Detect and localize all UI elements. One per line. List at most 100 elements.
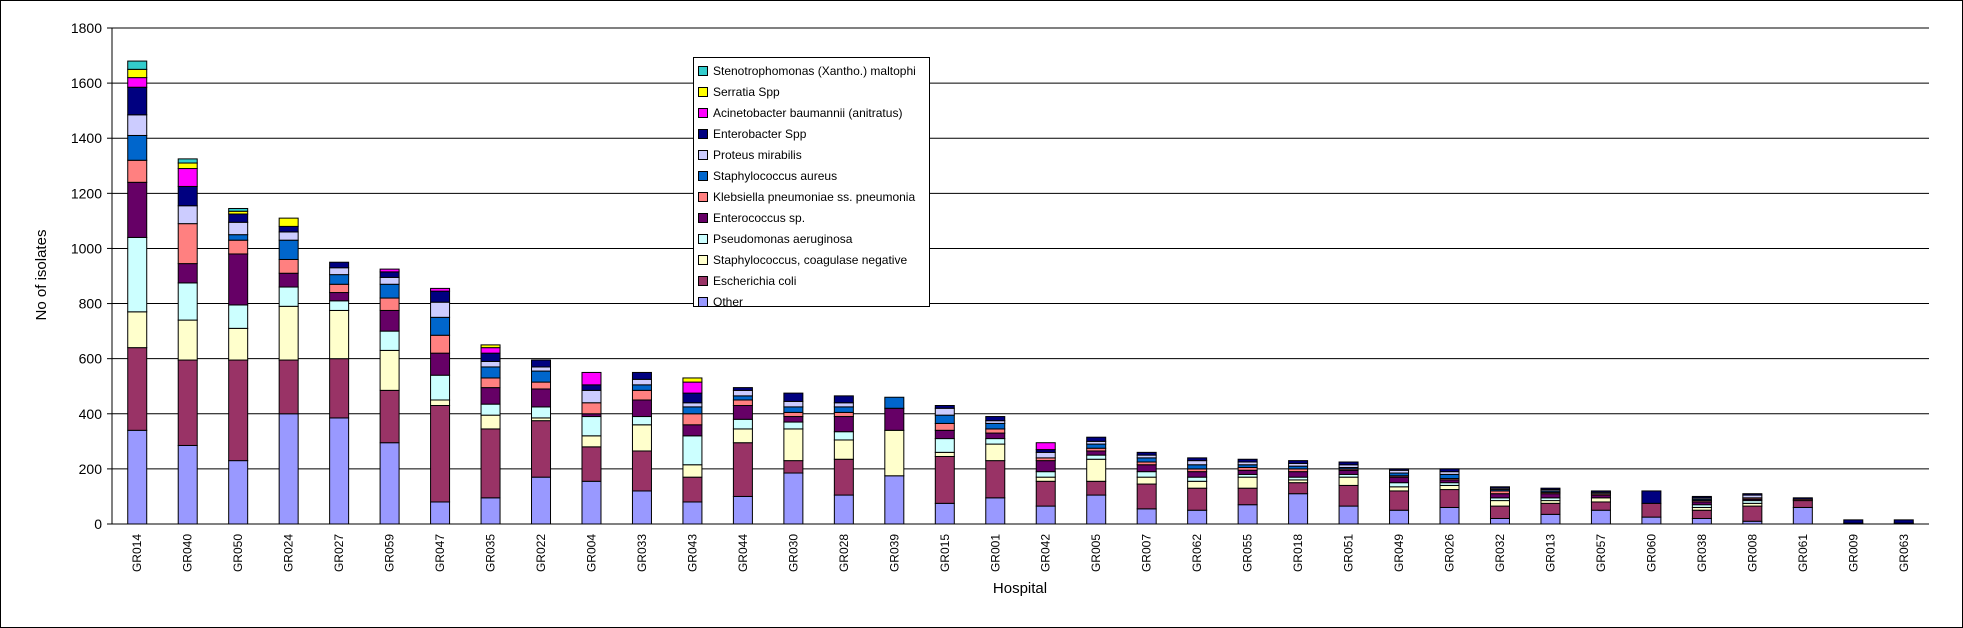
bar-segment (934, 451, 955, 457)
bar-segment (985, 443, 1006, 462)
bar-segment (783, 406, 804, 413)
bar-segment (1641, 490, 1662, 504)
bar-segment (430, 405, 451, 503)
legend-item: Klebsiella pneumoniae ss. pneumonia (698, 186, 929, 207)
bar-segment (833, 395, 854, 404)
x-tick-label: GR042 (1039, 534, 1053, 572)
bar-segment (1237, 458, 1258, 463)
x-tick-label: GR024 (282, 534, 296, 572)
x-tick-label: GR039 (887, 534, 901, 572)
bar-segment (228, 239, 249, 255)
bar-segment (228, 327, 249, 361)
y-tick-label: 1000 (71, 240, 102, 256)
bar-segment (1187, 487, 1208, 511)
bar-segment (127, 114, 148, 136)
legend-label: Staphylococcus aureus (713, 168, 838, 183)
bar-segment (682, 413, 703, 426)
legend-label: Staphylococcus, coagulase negative (713, 252, 908, 267)
bar-segment (329, 292, 350, 302)
bar-segment (531, 366, 552, 372)
bar-segment (631, 389, 652, 401)
legend: Stenotrophomonas (Xantho.) maltophi Serra… (693, 57, 930, 309)
x-tick-label: GR050 (231, 534, 245, 572)
bar-segment (127, 60, 148, 70)
bar-segment (783, 392, 804, 402)
legend-label: Klebsiella pneumoniae ss. pneumonia (713, 189, 916, 204)
bar-segment (732, 387, 753, 391)
bar-segment (1489, 493, 1510, 499)
x-tick-label: GR013 (1543, 534, 1557, 572)
bar-segment (1540, 487, 1561, 491)
x-tick-label: GR035 (484, 534, 498, 572)
bar-segment (783, 472, 804, 525)
bar-segment (833, 494, 854, 525)
bar-segment (682, 501, 703, 525)
bar-segment (1691, 509, 1712, 519)
bar-segment (682, 435, 703, 466)
legend-swatch (698, 86, 708, 97)
bar-segment (1035, 476, 1056, 482)
bar-segment (833, 431, 854, 441)
bar-segment (379, 442, 400, 525)
bar-segment (228, 253, 249, 306)
legend-item: Stenotrophomonas (Xantho.) maltophi (698, 60, 929, 81)
x-tick-label: GR057 (1594, 534, 1608, 572)
bar-segment (1136, 476, 1157, 485)
bar-segment (430, 287, 451, 292)
bar-segment (430, 301, 451, 318)
bar-segment (1893, 519, 1914, 524)
bar-segment (985, 432, 1006, 440)
bar-segment (329, 417, 350, 525)
bar-segment (783, 428, 804, 462)
bar-segment (531, 388, 552, 408)
bar-segment (1288, 482, 1309, 495)
bar-segment (884, 396, 905, 409)
y-tick-label: 1600 (71, 75, 102, 91)
bar-segment (1086, 480, 1107, 496)
bar-segment (732, 418, 753, 430)
bar-segment (430, 352, 451, 376)
bar-segment (480, 352, 501, 362)
legend-label: Serratia Spp (713, 84, 780, 99)
bar-segment (783, 460, 804, 474)
x-tick-label: GR032 (1493, 534, 1507, 572)
legend-label: Other (713, 294, 744, 309)
bar-segment (1136, 451, 1157, 456)
bar-segment (1489, 505, 1510, 519)
bar-segment (1288, 471, 1309, 478)
bar-segment (177, 158, 198, 164)
x-tick-label: GR059 (383, 534, 397, 572)
bar-segment (228, 234, 249, 241)
x-tick-label: GR044 (736, 534, 750, 572)
bar-segment (732, 442, 753, 497)
bar-segment (985, 438, 1006, 445)
bar-segment (278, 359, 299, 415)
bar-segment (1590, 497, 1611, 503)
bar-segment (278, 225, 299, 233)
bar-segment (379, 297, 400, 311)
bar-segment (631, 424, 652, 452)
x-tick-label: GR007 (1140, 534, 1154, 572)
bar-segment (127, 236, 148, 313)
bar-segment (1136, 457, 1157, 463)
bar-segment (177, 444, 198, 525)
bar-segment (1489, 486, 1510, 489)
bar-segment (1086, 458, 1107, 482)
axes: 0 200 400 600 800 1000 1200 1400 1600 1800 GR014 GR… (71, 20, 1929, 572)
bar-segment (480, 403, 501, 416)
bar-segment (329, 283, 350, 294)
legend-label: Pseudomonas aeruginosa (713, 231, 853, 246)
bar-segment (581, 480, 602, 525)
bar-segment (228, 304, 249, 329)
bar-segment (1187, 480, 1208, 489)
bar-segment (329, 267, 350, 276)
legend-swatch (698, 275, 708, 286)
bar-segment (1136, 464, 1157, 473)
bar-segment (379, 283, 400, 299)
bar-segment (480, 377, 501, 389)
legend-swatch (698, 254, 708, 265)
bar-segment (783, 411, 804, 418)
bar-segment (127, 429, 148, 525)
legend-label: Enterobacter Spp (713, 126, 807, 141)
